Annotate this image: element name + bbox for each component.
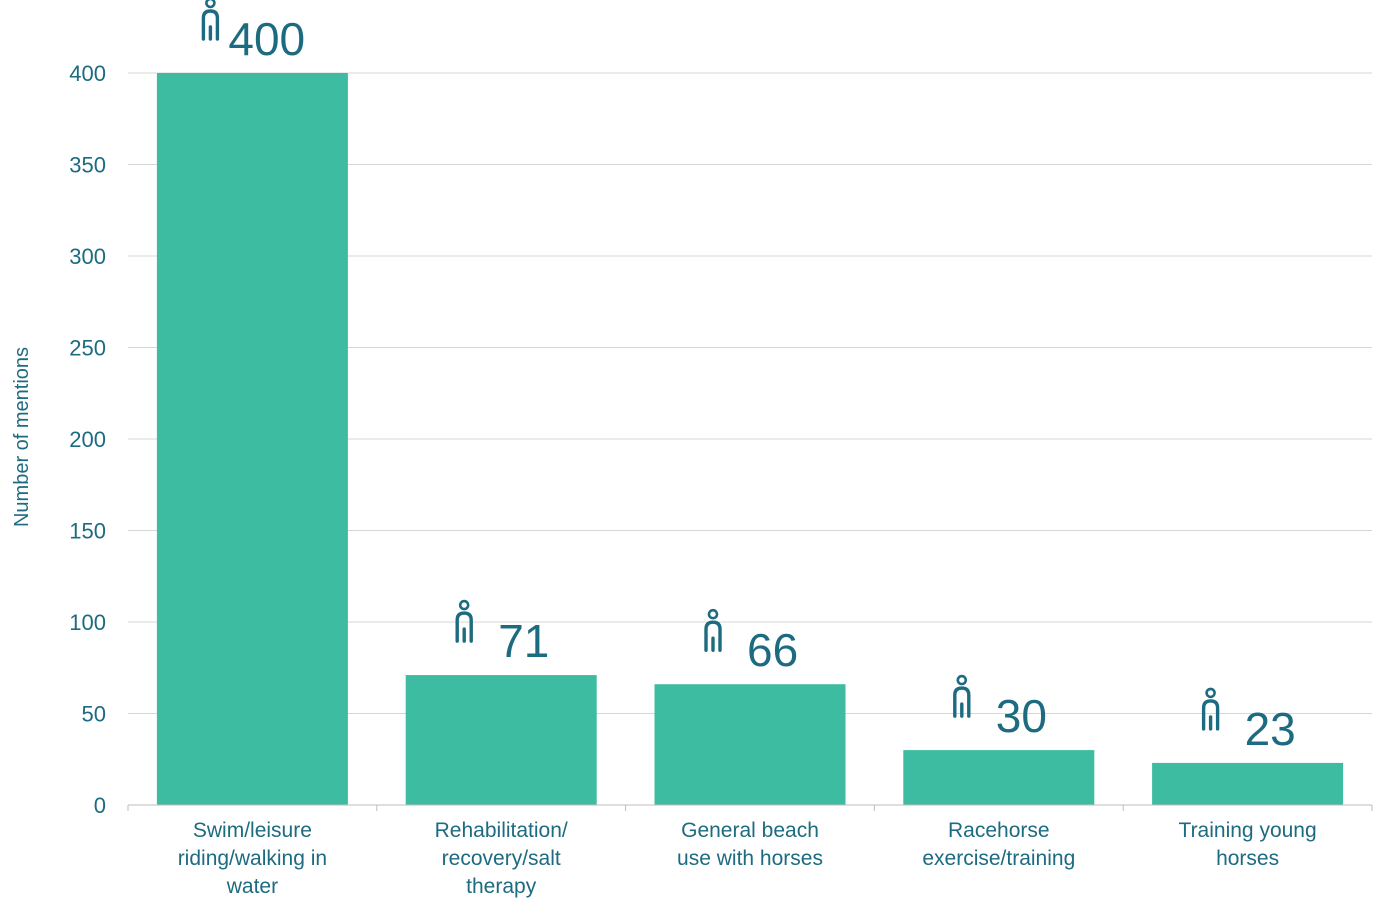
value-label: 23 bbox=[1245, 703, 1296, 755]
x-category-label-line: General beach bbox=[681, 819, 819, 842]
x-category-label-line: Training young bbox=[1179, 819, 1317, 842]
x-category-label: General beach use with horses bbox=[677, 819, 823, 870]
x-category-label-line: use with horses bbox=[677, 847, 823, 870]
x-category-label: Racehorse exercise/training bbox=[922, 819, 1075, 870]
x-category-label-line: horses bbox=[1216, 847, 1279, 870]
value-labels: 400 71 66 30 23 bbox=[201, 0, 1296, 755]
y-tick-label: 150 bbox=[69, 519, 106, 544]
y-tick-label: 250 bbox=[69, 336, 106, 361]
value-label: 400 bbox=[228, 13, 305, 65]
x-axis bbox=[127, 804, 1373, 811]
value-label-group: 71 bbox=[455, 599, 549, 667]
bars bbox=[156, 73, 1344, 805]
y-tick-labels: 0 50 100 150 200 250 300 350 400 bbox=[69, 61, 106, 818]
y-tick-label: 350 bbox=[69, 153, 106, 178]
value-label: 66 bbox=[747, 624, 798, 676]
x-category-label-line: Swim/leisure bbox=[193, 819, 312, 842]
y-tick-label: 300 bbox=[69, 244, 106, 269]
y-tick-label: 200 bbox=[69, 427, 106, 452]
x-category-label-line: Rehabilitation/ bbox=[435, 819, 568, 842]
x-category-label-line: exercise/training bbox=[922, 847, 1075, 870]
x-category-label-line: riding/walking in bbox=[178, 847, 327, 870]
bar bbox=[156, 73, 348, 805]
value-label-group: 30 bbox=[953, 674, 1047, 742]
y-tick-label: 400 bbox=[69, 61, 106, 86]
x-category-label: Rehabilitation/recovery/salt therapy bbox=[435, 819, 568, 898]
bar bbox=[405, 675, 597, 805]
x-category-labels: Swim/leisure riding/walking in water Rehabi… bbox=[178, 819, 1317, 898]
value-label-group: 400 bbox=[201, 0, 305, 65]
y-tick-label: 0 bbox=[94, 793, 106, 818]
y-axis-label: Number of mentions bbox=[11, 347, 33, 527]
person-icon bbox=[201, 0, 220, 41]
person-icon bbox=[1201, 687, 1220, 731]
value-label: 71 bbox=[498, 615, 549, 667]
y-tick-label: 100 bbox=[69, 610, 106, 635]
value-label-group: 66 bbox=[704, 608, 798, 676]
person-icon bbox=[953, 674, 971, 718]
x-category-label-line: therapy bbox=[466, 875, 537, 898]
x-category-label: Training young horses bbox=[1179, 819, 1317, 870]
bar bbox=[1152, 762, 1344, 805]
value-label-group: 23 bbox=[1201, 687, 1296, 755]
x-category-label-line: water bbox=[226, 875, 278, 898]
value-label: 30 bbox=[996, 690, 1047, 742]
x-category-label-line: recovery/salt bbox=[442, 847, 561, 870]
y-tick-label: 50 bbox=[82, 702, 106, 727]
x-category-label-line: Racehorse bbox=[948, 819, 1050, 842]
bar bbox=[654, 684, 846, 805]
person-icon bbox=[455, 599, 473, 643]
person-icon bbox=[704, 608, 722, 652]
bar bbox=[903, 750, 1095, 805]
x-category-label: Swim/leisure riding/walking in water bbox=[178, 819, 327, 898]
